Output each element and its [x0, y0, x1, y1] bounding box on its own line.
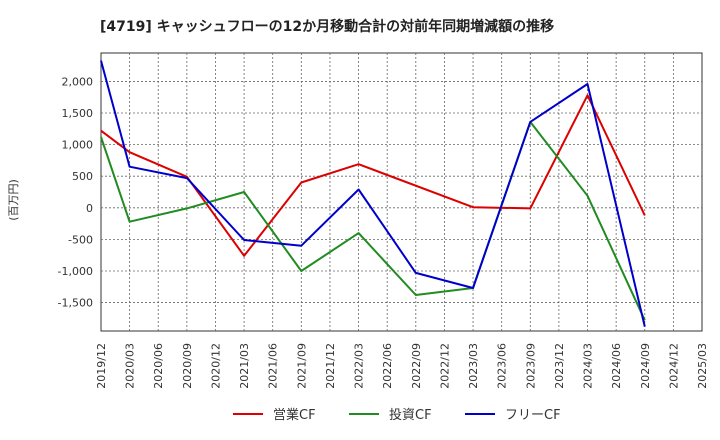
x-tick-label: 2022/09: [410, 343, 423, 389]
x-tick-label: 2023/06: [496, 343, 509, 389]
x-tick-label: 2022/12: [438, 343, 451, 389]
x-tick-label: 2020/12: [209, 343, 222, 389]
x-tick-label: 2024/06: [610, 343, 623, 389]
x-tick-label: 2020/03: [124, 343, 137, 389]
series-lines: [100, 60, 646, 327]
x-tick-label: 2021/06: [267, 343, 280, 389]
y-tick-label: 500: [72, 170, 93, 183]
chart-title: [4719] キャッシュフローの12か月移動合計の対前年同期増減額の推移: [100, 18, 554, 35]
y-tick-label: 2,000: [62, 75, 94, 88]
x-tick-label: 2024/03: [582, 343, 595, 389]
y-tick-label: -500: [68, 233, 93, 246]
y-tick-label: 1,000: [62, 139, 94, 152]
series-line-営業CF: [100, 94, 646, 257]
y-tick-label: -1,500: [58, 297, 93, 310]
y-tick-label: 0: [86, 202, 93, 215]
x-axis-ticks: 2019/12 2020/03 2020/06 2020/09 2020/12 2021/…: [95, 343, 709, 389]
x-tick-label: 2021/03: [238, 343, 251, 389]
x-tick-label: 2022/03: [353, 343, 366, 389]
x-tick-label: 2025/03: [696, 343, 709, 389]
legend-label: フリーCF: [505, 408, 561, 423]
x-tick-label: 2021/12: [324, 343, 337, 389]
y-tick-label: 1,500: [62, 107, 94, 120]
legend-label: 投資CF: [389, 407, 432, 423]
x-tick-label: 2023/03: [467, 343, 480, 389]
x-tick-label: 2020/06: [152, 343, 165, 389]
x-tick-label: 2024/09: [639, 343, 652, 389]
grid-lines: [101, 53, 702, 331]
x-tick-label: 2024/12: [667, 343, 680, 389]
series-line-フリーCF: [100, 60, 646, 327]
x-tick-label: 2021/09: [295, 343, 308, 389]
y-axis-label: (百万円): [7, 179, 20, 221]
x-tick-label: 2020/09: [181, 343, 194, 389]
legend: 営業CF 投資CF フリーCF: [233, 407, 561, 423]
y-tick-label: -1,000: [58, 265, 93, 278]
plot-frame: [100, 52, 703, 332]
series-line-投資CF: [100, 120, 646, 321]
x-tick-label: 2022/06: [381, 343, 394, 389]
x-tick-label: 2023/09: [524, 343, 537, 389]
x-tick-label: 2019/12: [95, 343, 108, 389]
y-axis-ticks: 2,000 1,500 1,000 500 0 -500 -1,000 -1,500: [58, 75, 93, 309]
legend-label: 営業CF: [273, 407, 316, 423]
x-tick-label: 2023/12: [553, 343, 566, 389]
